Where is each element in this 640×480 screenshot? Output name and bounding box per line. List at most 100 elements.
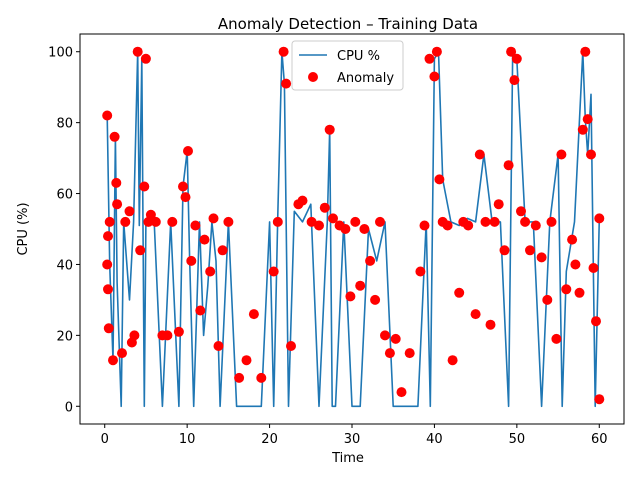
- anomaly-point: [306, 216, 317, 227]
- anomaly-point: [375, 216, 385, 227]
- anomaly-point: [213, 341, 224, 351]
- anomaly-point: [509, 75, 520, 86]
- anomaly-point: [396, 387, 407, 398]
- anomaly-point: [112, 199, 123, 210]
- y-tick-label: 0: [65, 400, 73, 415]
- anomaly-point: [120, 216, 131, 227]
- anomaly-point: [135, 245, 146, 256]
- anomaly-point: [281, 78, 292, 89]
- anomaly-point: [286, 341, 296, 351]
- anomaly-point: [108, 355, 118, 366]
- anomaly-point: [536, 252, 547, 263]
- anomaly-point: [234, 372, 245, 383]
- anomaly-point: [132, 46, 143, 57]
- anomaly-point: [314, 220, 324, 231]
- anomaly-point: [109, 131, 120, 142]
- anomaly-point: [186, 255, 197, 266]
- x-tick-label: 60: [591, 432, 608, 447]
- anomaly-point: [173, 326, 184, 337]
- x-tick-label: 40: [426, 432, 443, 447]
- anomaly-point: [199, 234, 210, 245]
- anomaly-point: [591, 316, 601, 327]
- anomaly-point: [297, 195, 308, 206]
- anomaly-point: [546, 216, 557, 227]
- anomaly-point: [205, 266, 216, 277]
- series-anomaly-points: [102, 46, 605, 405]
- anomaly-point: [480, 216, 491, 227]
- x-axis-label: Time: [331, 451, 364, 466]
- plot-data-layer: [102, 46, 605, 408]
- anomaly-point: [150, 216, 161, 227]
- y-tick-label: 40: [56, 258, 73, 273]
- anomaly-point: [104, 216, 115, 227]
- anomaly-point: [470, 309, 481, 320]
- anomaly-point: [586, 149, 596, 160]
- y-axis-label: CPU (%): [16, 202, 31, 255]
- anomaly-point: [167, 216, 178, 227]
- anomaly-point: [223, 216, 234, 227]
- anomaly-point: [588, 263, 599, 273]
- anomaly-point: [574, 287, 585, 298]
- anomaly-point: [248, 309, 259, 320]
- anomaly-point: [208, 213, 219, 224]
- anomaly-point: [516, 206, 526, 217]
- anomaly-point: [102, 259, 113, 270]
- anomaly-point: [567, 234, 578, 245]
- anomaly-point: [195, 305, 206, 316]
- anomaly-point: [499, 245, 510, 256]
- anomaly-point: [525, 245, 535, 256]
- anomaly-point: [117, 348, 127, 359]
- anomaly-point: [485, 319, 496, 330]
- anomaly-point: [183, 146, 193, 156]
- x-tick-label: 10: [179, 432, 196, 447]
- anomaly-point: [272, 216, 283, 227]
- anomaly-point: [419, 220, 430, 231]
- y-tick-label: 80: [56, 117, 73, 132]
- anomaly-point: [542, 294, 553, 305]
- anomaly-point: [384, 348, 395, 359]
- anomaly-point: [431, 46, 442, 57]
- anomaly-point: [434, 174, 445, 185]
- anomaly-point: [530, 220, 541, 231]
- anomaly-point: [594, 213, 605, 224]
- y-axis: 0 20 40 60 80 100: [48, 46, 80, 415]
- anomaly-point: [390, 333, 401, 344]
- anomaly-point: [404, 348, 415, 359]
- x-tick-label: 20: [261, 432, 278, 447]
- anomaly-point: [111, 177, 122, 188]
- anomaly-point: [594, 394, 605, 405]
- anomaly-point: [463, 220, 474, 231]
- x-tick-label: 0: [101, 432, 109, 447]
- anomaly-point: [370, 294, 381, 305]
- anomaly-point: [551, 333, 562, 344]
- anomaly-point: [241, 355, 252, 366]
- anomaly-point: [474, 149, 485, 160]
- anomaly-point: [129, 330, 140, 341]
- anomaly-point: [429, 71, 440, 82]
- anomaly-point: [454, 287, 465, 298]
- anomaly-point: [350, 216, 361, 227]
- anomaly-point: [340, 224, 351, 234]
- anomaly-point: [102, 110, 113, 121]
- anomaly-point: [520, 216, 531, 227]
- anomaly-point: [103, 231, 113, 242]
- anomaly-point: [268, 266, 279, 277]
- anomaly-point: [582, 114, 593, 125]
- x-axis: 0 10 20 30 40 50 60: [101, 424, 608, 447]
- y-tick-label: 100: [48, 46, 73, 61]
- chart-title: Anomaly Detection – Training Data: [218, 15, 478, 33]
- anomaly-point: [217, 245, 228, 256]
- legend: CPU % Anomaly: [291, 40, 404, 91]
- anomaly-point: [178, 181, 188, 192]
- anomaly-point: [103, 284, 113, 295]
- anomaly-point: [493, 199, 504, 210]
- anomaly-point: [256, 372, 267, 383]
- anomaly-point: [319, 202, 330, 213]
- y-tick-label: 20: [56, 329, 73, 344]
- legend-label-cpu: CPU %: [337, 49, 380, 64]
- anomaly-point: [345, 291, 356, 302]
- y-tick-label: 60: [56, 188, 73, 203]
- x-tick-label: 30: [344, 432, 361, 447]
